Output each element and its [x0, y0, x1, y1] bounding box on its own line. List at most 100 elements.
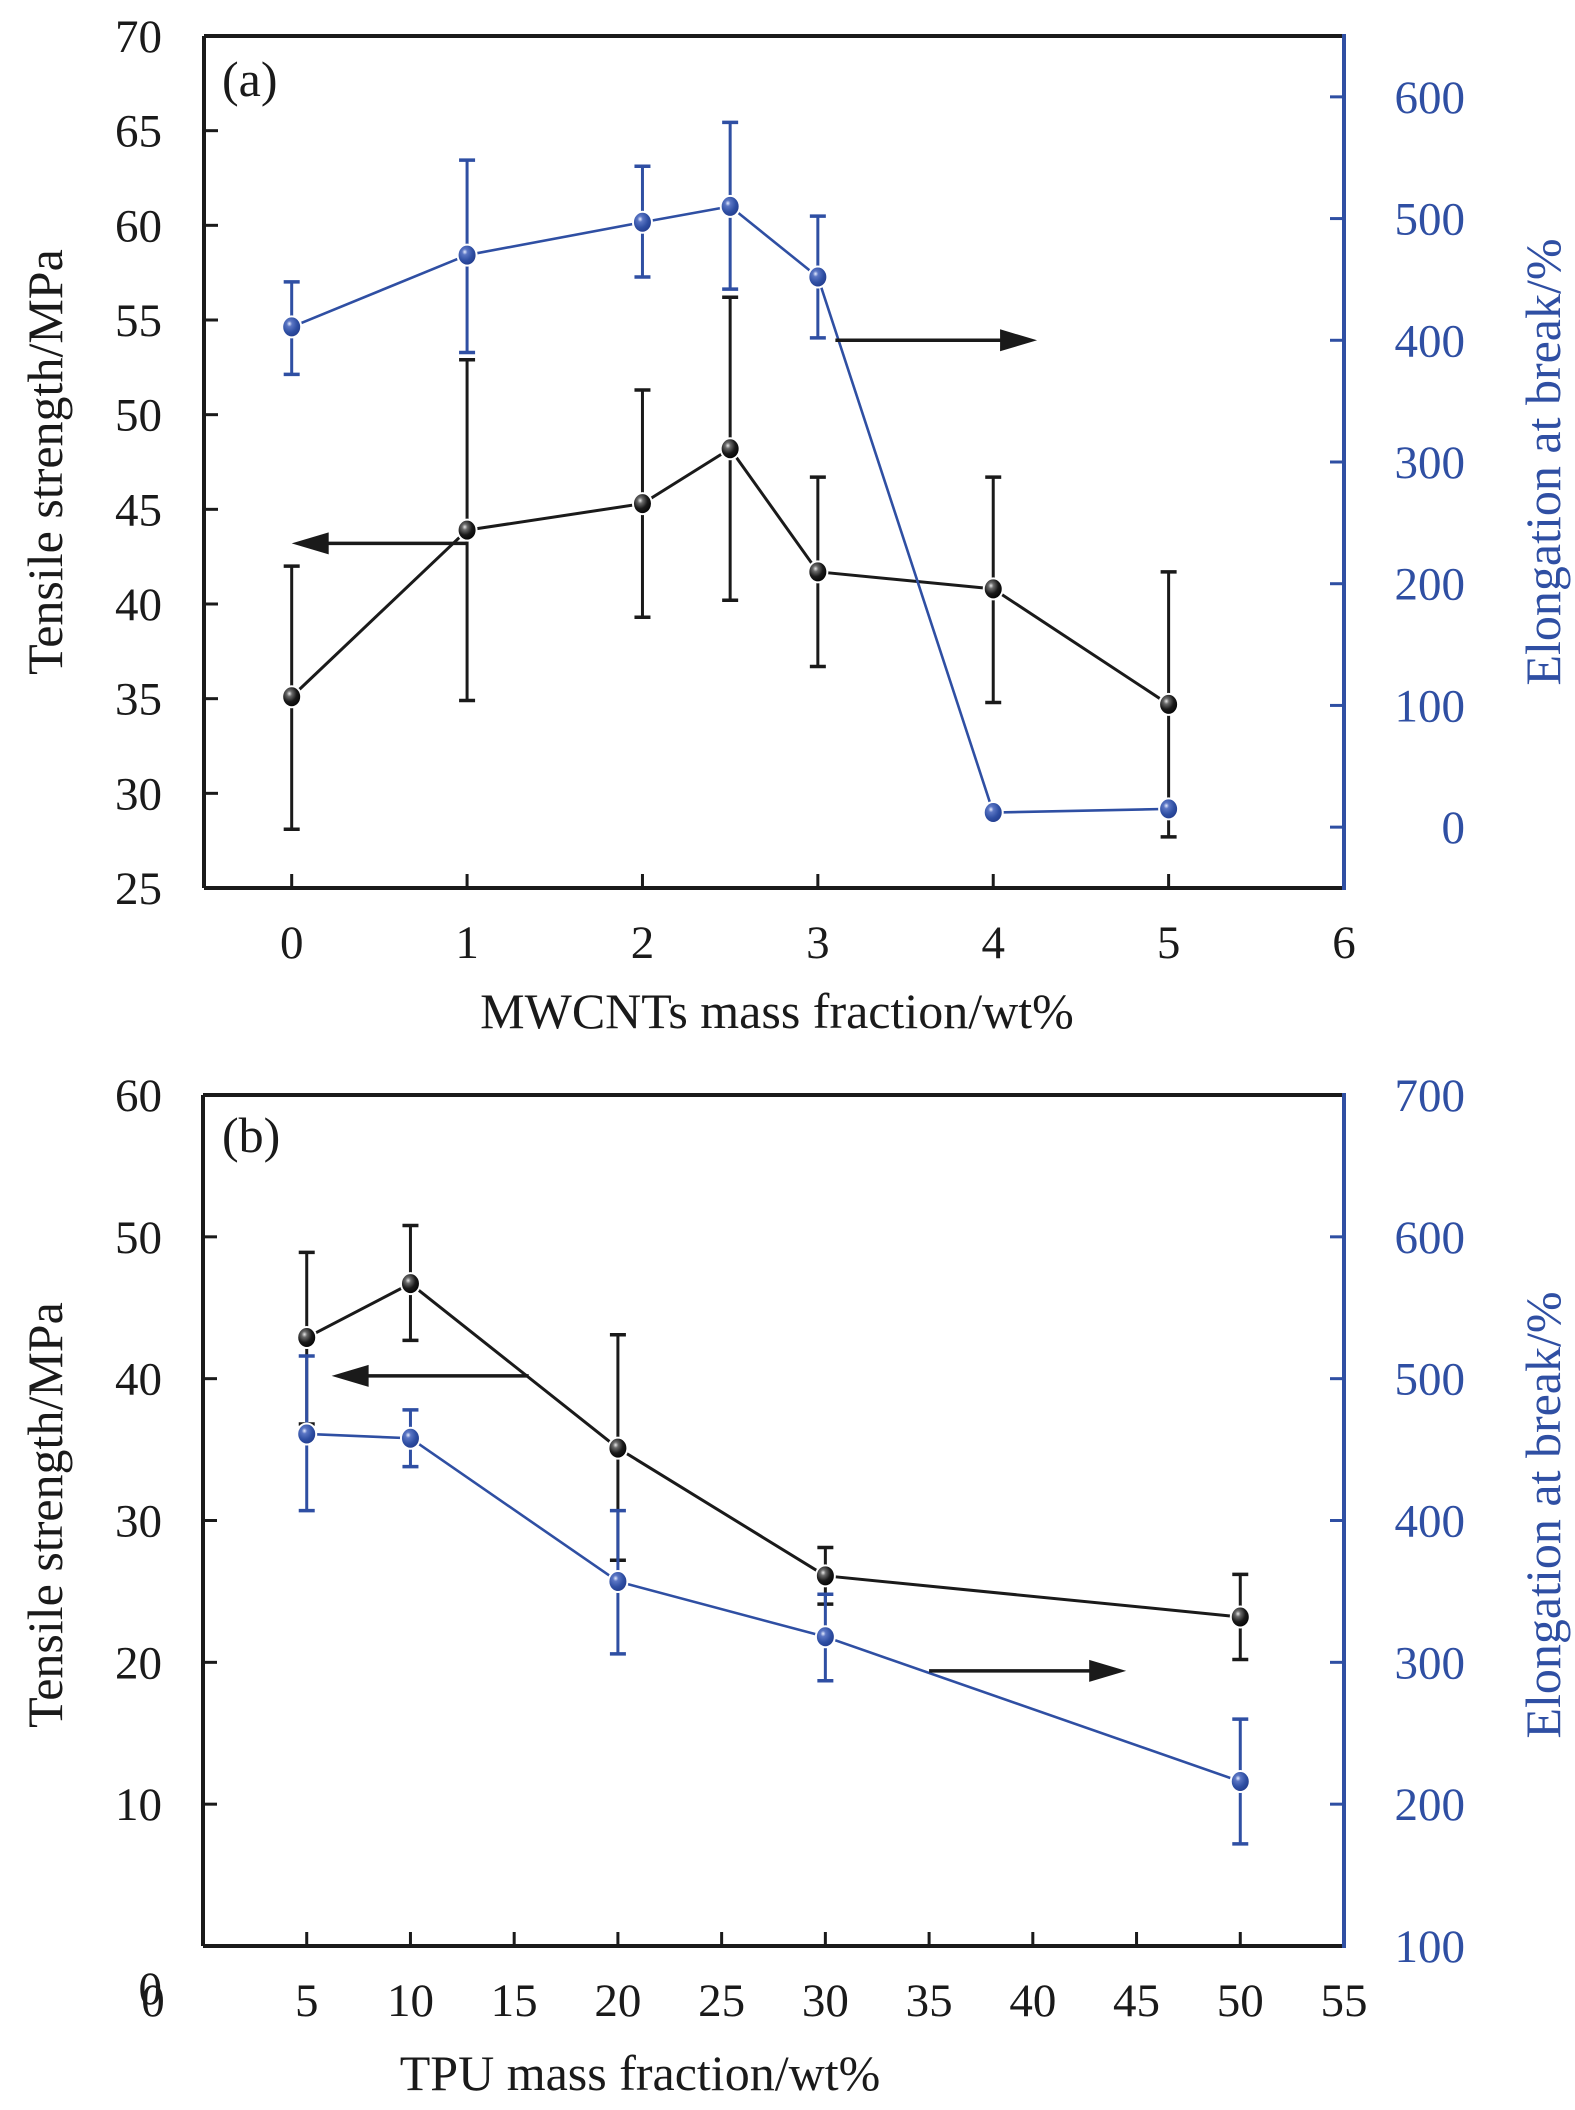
left-y-tick-label: 0	[139, 1963, 163, 2015]
x-tick-label: 3	[806, 917, 830, 969]
series-line-segment	[824, 1635, 1241, 1783]
data-point	[719, 194, 741, 218]
x-tick-label: 0	[280, 917, 304, 969]
data-point	[719, 437, 741, 461]
left-y-tick-label: 20	[115, 1637, 162, 1689]
x-tick-label: 40	[1009, 1975, 1056, 2027]
left-y-tick-label: 50	[115, 390, 162, 442]
series-line-segment	[817, 570, 994, 591]
right-y-tick-label: 400	[1395, 1496, 1466, 1548]
data-point	[631, 492, 653, 516]
panel-a-right-axis-title: Elongation at break/%	[1515, 238, 1571, 685]
panel-b-x-axis-title: TPU mass fraction/wt%	[400, 2045, 880, 2101]
left-y-tick-label: 35	[115, 674, 162, 726]
data-point	[399, 1272, 421, 1296]
left-y-tick-label: 50	[115, 1212, 162, 1264]
series-line-segment	[306, 1282, 412, 1339]
x-tick-label: 45	[1113, 1975, 1160, 2027]
right-y-tick-label: 500	[1395, 1354, 1466, 1406]
series-line-segment	[641, 447, 731, 505]
x-tick-label: 10	[387, 1975, 434, 2027]
left-y-tick-label: 30	[115, 1496, 162, 1548]
arrow-right-head	[1089, 1659, 1127, 1682]
data-point	[399, 1426, 421, 1450]
series-elongation	[296, 1354, 1251, 1846]
left-y-tick-label: 70	[115, 11, 162, 63]
data-point	[807, 560, 829, 584]
panel-b-marks	[296, 1223, 1251, 1846]
series-line-segment	[306, 1432, 411, 1440]
left-y-tick-label: 40	[115, 1354, 162, 1406]
series-line-segment	[290, 529, 469, 698]
panel-b-left-axis-title: Tensile strength/MPa	[17, 1302, 73, 1728]
series-line-segment	[409, 1437, 619, 1583]
data-point	[814, 1625, 836, 1649]
left-y-tick-label: 10	[115, 1779, 162, 1831]
series-line-segment	[825, 1574, 1241, 1619]
panel-a-label: (a)	[222, 51, 278, 107]
x-tick-label: 15	[491, 1975, 538, 2027]
panel-a-axes: 0 1 2 3 4 5 6253035404550556065700100200300400…	[115, 11, 1465, 969]
right-y-tick-label: 400	[1395, 315, 1466, 367]
x-tick-label: 4	[981, 917, 1005, 969]
left-y-tick-label: 30	[115, 768, 162, 820]
data-point	[296, 1422, 318, 1446]
left-y-tick-label: 40	[115, 579, 162, 631]
right-y-tick-label: 700	[1395, 1070, 1466, 1122]
left-y-tick-label: 25	[115, 863, 162, 915]
series-line-segment	[729, 205, 819, 279]
data-point	[1229, 1769, 1251, 1793]
series-tensile-strength	[296, 1223, 1251, 1662]
data-point	[607, 1436, 629, 1460]
x-tick-label: 5	[1157, 917, 1181, 969]
panel-a: (a) 0 1 2 3 4 5 625303540455055606570010020030…	[17, 11, 1571, 1039]
left-y-tick-label: 45	[115, 484, 162, 536]
series-line-segment	[992, 587, 1170, 706]
series-line-segment	[728, 447, 820, 573]
right-y-tick-label: 100	[1395, 1921, 1466, 1973]
arrow-left-head	[331, 1364, 369, 1387]
series-tensile-strength	[281, 295, 1180, 839]
arrow-right-head	[1000, 329, 1038, 352]
x-tick-label: 6	[1332, 917, 1356, 969]
data-point	[281, 685, 303, 709]
right-y-tick-label: 300	[1395, 437, 1466, 489]
series-line-segment	[816, 276, 995, 813]
x-tick-label: 5	[295, 1975, 319, 2027]
series-elongation	[281, 120, 1180, 825]
series-line-segment	[642, 205, 731, 224]
series-line-segment	[291, 253, 468, 329]
series-line-segment	[993, 807, 1169, 814]
panel-b-label: (b)	[222, 1107, 280, 1163]
data-point	[296, 1326, 318, 1350]
data-point	[982, 801, 1004, 825]
right-y-tick-label: 300	[1395, 1637, 1466, 1689]
right-y-tick-label: 600	[1395, 72, 1466, 124]
right-y-tick-label: 200	[1395, 559, 1466, 611]
data-point	[281, 315, 303, 339]
left-y-tick-label: 55	[115, 295, 162, 347]
data-point	[607, 1569, 629, 1593]
left-y-tick-label: 65	[115, 106, 162, 158]
left-y-tick-label: 60	[115, 1070, 162, 1122]
x-tick-label: 2	[631, 917, 655, 969]
data-point	[814, 1564, 836, 1588]
series-line-segment	[617, 1446, 827, 1578]
data-point	[456, 243, 478, 267]
series-line-segment	[409, 1282, 619, 1450]
data-point	[1158, 797, 1180, 821]
right-y-tick-label: 500	[1395, 194, 1466, 246]
data-point	[1158, 692, 1180, 716]
panel-b-axes: 0 5 10 15 20 25 30 35 40 45 50 55 0 10 20 30 40 50 60 100 20…	[115, 1070, 1465, 2027]
arrow-left-head	[291, 532, 329, 555]
panel-b-right-axis-title: Elongation at break/%	[1515, 1291, 1571, 1738]
panel-b: (b) 0 5 10 15 20 25 30 35 40 45 50 55 0 10 20 30 40 50 60 1…	[17, 1070, 1571, 2101]
x-tick-label: 30	[802, 1975, 849, 2027]
left-y-tick-label: 60	[115, 200, 162, 252]
data-point	[807, 265, 829, 289]
series-line-segment	[466, 502, 643, 532]
right-y-tick-label: 200	[1395, 1779, 1466, 1831]
x-tick-label: 25	[698, 1975, 745, 2027]
data-point	[631, 210, 653, 234]
